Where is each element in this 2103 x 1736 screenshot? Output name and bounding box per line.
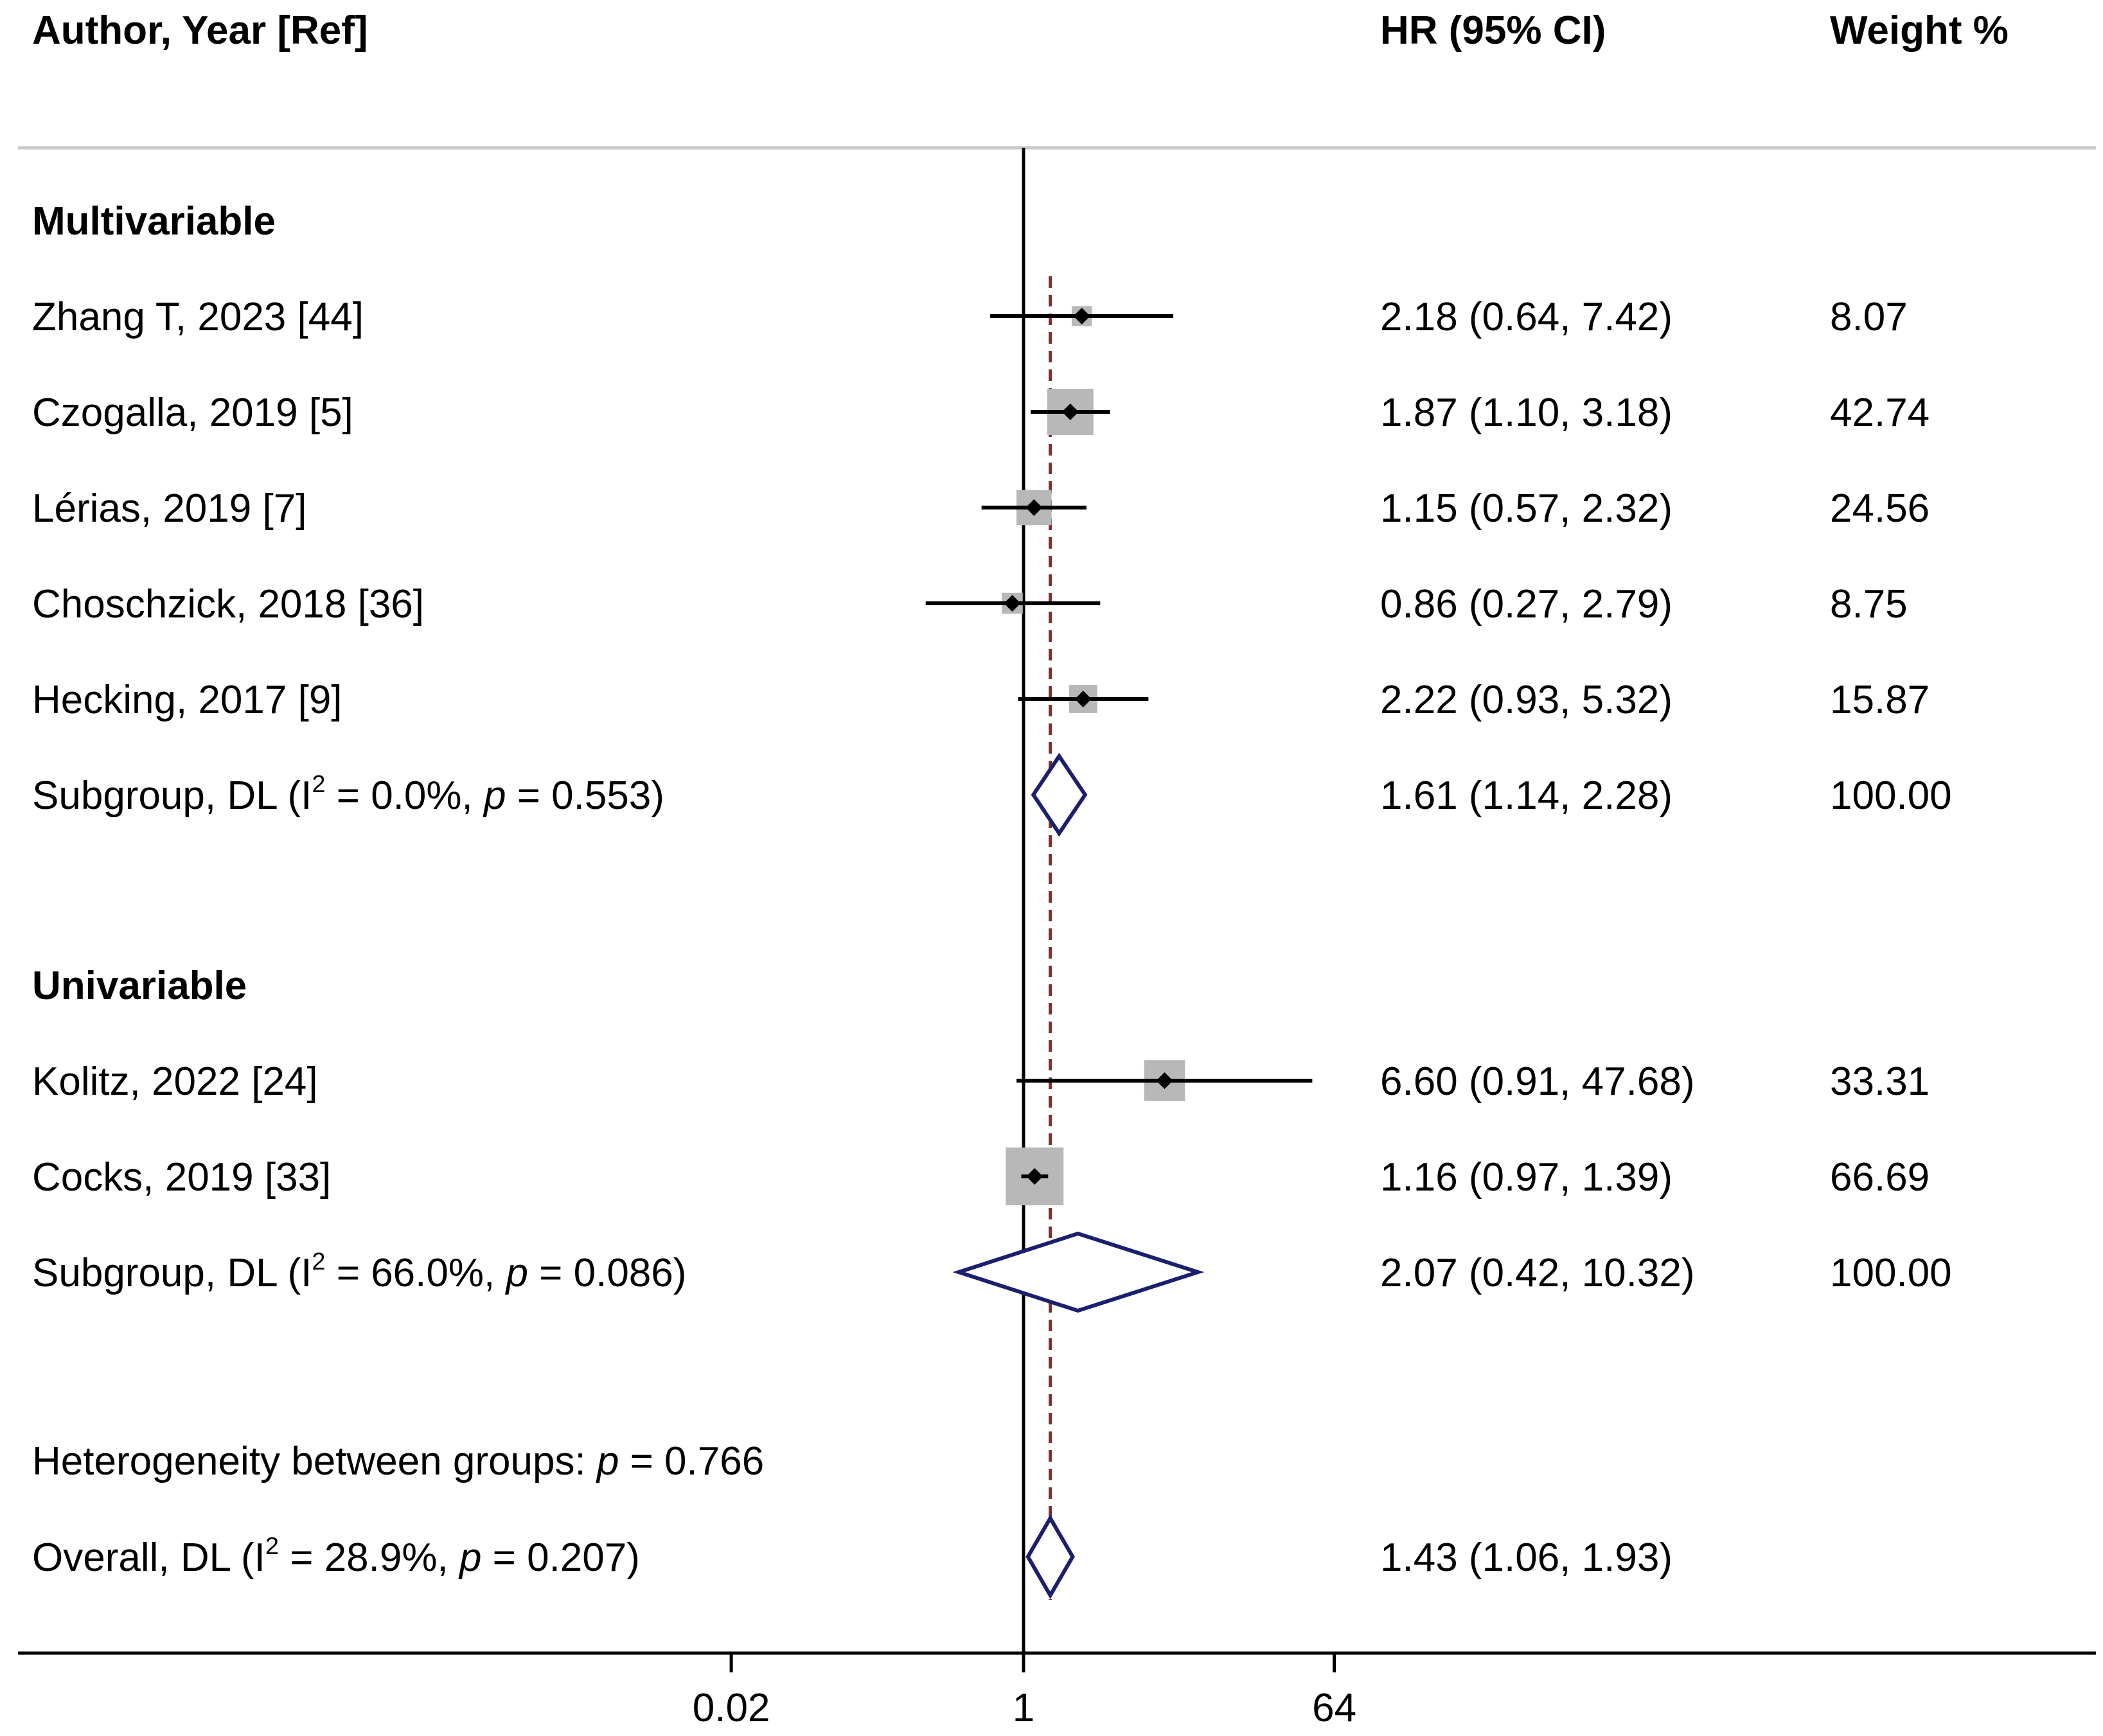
study-label: Cocks, 2019 [33]: [32, 1155, 331, 1200]
weight-value: 15.87: [1830, 678, 1930, 722]
overall-label-prefix: Overall, DL (I: [32, 1536, 265, 1580]
hr-ci-value: 6.60 (0.91, 47.68): [1380, 1059, 1694, 1104]
hr-ci-value: 1.15 (0.57, 2.32): [1380, 486, 1673, 531]
subgroup-weight: 100.00: [1830, 1251, 1952, 1295]
overall-hr-ci: 1.43 (1.06, 1.93): [1380, 1536, 1673, 1580]
point-estimate: [1156, 1072, 1173, 1089]
hr-ci-value: 2.22 (0.93, 5.32): [1380, 678, 1673, 722]
header-study: Author, Year [Ref]: [32, 8, 368, 53]
heterogeneity-prefix: Heterogeneity between groups:: [32, 1439, 597, 1484]
heterogeneity-p: p: [596, 1439, 619, 1484]
study-label: Choschzick, 2018 [36]: [32, 582, 424, 626]
subgroup-hr-ci: 1.61 (1.14, 2.28): [1380, 774, 1673, 818]
overall-diamond: [1025, 1514, 1075, 1599]
hr-ci-value: 1.16 (0.97, 1.39): [1380, 1155, 1673, 1200]
group-title-0: Multivariable: [32, 199, 276, 244]
plot-layer: Multivariable Univariable Zhang T, 2023 [4…: [18, 148, 2096, 1730]
subgroup-diamond: [952, 1231, 1205, 1313]
overall-label-p: p: [458, 1536, 481, 1580]
overall-label: Overall, DL (I2 = 28.9%, p = 0.207): [32, 1533, 640, 1580]
weight-value: 8.75: [1830, 582, 1908, 626]
subgroup-label-suffix: = 0.553): [506, 774, 664, 818]
point-estimate: [1026, 1168, 1043, 1185]
x-tick-label: 0.02: [693, 1686, 770, 1730]
weight-value: 8.07: [1830, 295, 1908, 339]
header-effect: HR (95% CI): [1380, 8, 1606, 53]
subgroup-label: Subgroup, DL (I2 = 0.0%, p = 0.553): [32, 771, 664, 818]
hr-ci-value: 1.87 (1.10, 3.18): [1380, 391, 1673, 435]
weight-value: 66.69: [1830, 1155, 1930, 1200]
heterogeneity-suffix: = 0.766: [619, 1439, 764, 1484]
heterogeneity-label: Heterogeneity between groups: p = 0.766: [32, 1439, 764, 1484]
weight-value: 42.74: [1830, 391, 1930, 435]
x-tick-label: 64: [1312, 1686, 1356, 1730]
subgroup-label-sup: 2: [312, 1248, 325, 1275]
subgroup-label-p: p: [504, 1251, 528, 1295]
subgroup-label-prefix: Subgroup, DL (I: [32, 1251, 312, 1295]
overall-label-sup: 2: [265, 1533, 279, 1560]
study-label: Hecking, 2017 [9]: [32, 678, 342, 722]
subgroup-label-mid: = 0.0%,: [326, 774, 484, 818]
point-estimate: [1074, 691, 1092, 707]
subgroup-label-prefix: Subgroup, DL (I: [32, 774, 312, 818]
study-label: Lérias, 2019 [7]: [32, 486, 306, 531]
header-weight: Weight %: [1830, 8, 2009, 53]
hr-ci-value: 2.18 (0.64, 7.42): [1380, 295, 1673, 339]
subgroup-label-p: p: [483, 774, 506, 818]
x-tick-label: 1: [1013, 1686, 1034, 1730]
point-estimate: [1004, 595, 1021, 612]
subgroup-label-sup: 2: [312, 771, 325, 798]
point-estimate: [1025, 499, 1043, 516]
overall-label-suffix: = 0.207): [481, 1536, 639, 1580]
point-estimate: [1073, 308, 1090, 324]
point-estimate: [1061, 403, 1079, 420]
subgroup-label: Subgroup, DL (I2 = 66.0%, p = 0.086): [32, 1248, 686, 1295]
subgroup-hr-ci: 2.07 (0.42, 10.32): [1380, 1251, 1694, 1295]
subgroup-weight: 100.00: [1830, 774, 1952, 818]
weight-value: 24.56: [1830, 486, 1930, 531]
subgroup-label-mid: = 66.0%,: [326, 1251, 506, 1295]
study-label: Zhang T, 2023 [44]: [32, 295, 364, 339]
hr-ci-value: 0.86 (0.27, 2.79): [1380, 582, 1673, 626]
study-label: Czogalla, 2019 [5]: [32, 391, 353, 435]
study-label: Kolitz, 2022 [24]: [32, 1059, 318, 1104]
overall-label-mid: = 28.9%,: [279, 1536, 459, 1580]
weight-value: 33.31: [1830, 1059, 1930, 1104]
group-title-1: Univariable: [32, 964, 247, 1008]
subgroup-diamond: [1031, 752, 1088, 837]
subgroup-label-suffix: = 0.086): [528, 1251, 686, 1295]
